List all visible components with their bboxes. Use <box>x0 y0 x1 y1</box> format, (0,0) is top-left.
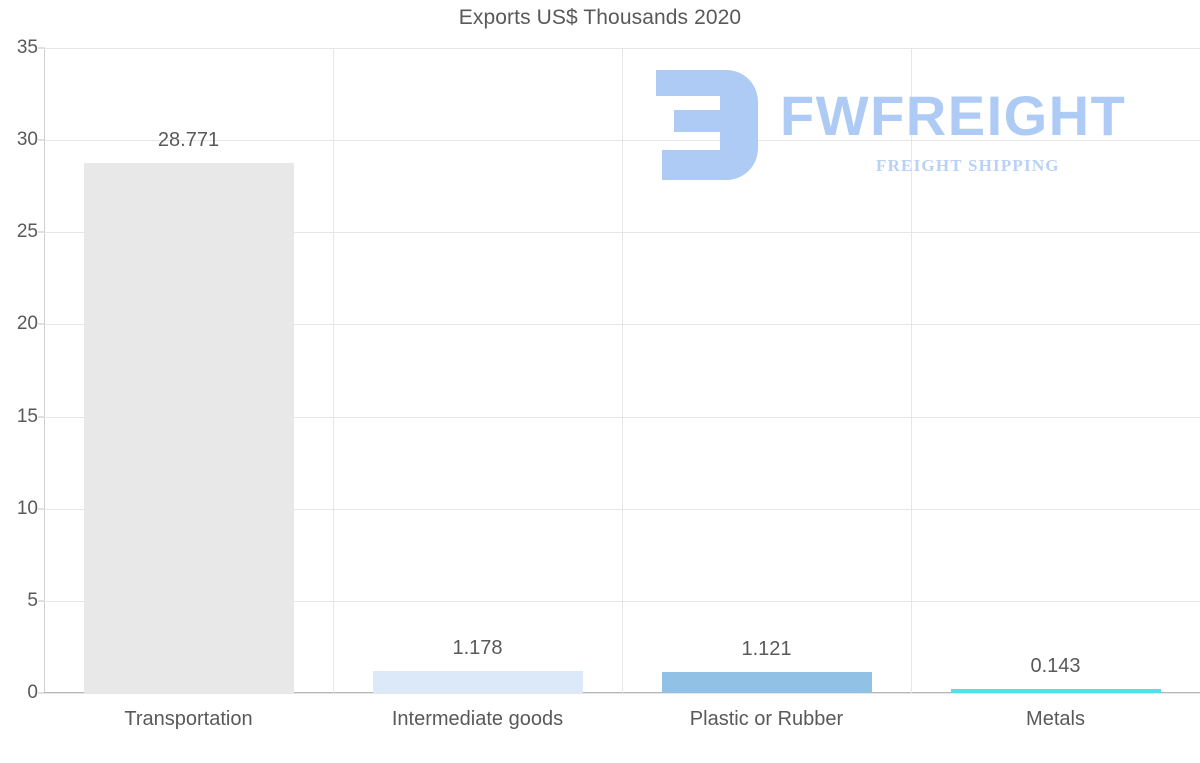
y-axis-tick-mark <box>38 600 45 602</box>
y-axis-tick-label: 20 <box>16 313 38 335</box>
bar-value-label: 28.771 <box>157 129 220 151</box>
y-axis-tick-mark <box>38 416 45 418</box>
bar-value-label: 1.121 <box>741 638 792 660</box>
bar[interactable] <box>662 672 872 693</box>
bar-value-label: 1.178 <box>452 637 503 659</box>
plot-area: 28.771 1.178 1.121 0.143 <box>44 48 1200 694</box>
y-axis-tick-mark <box>38 47 45 49</box>
y-axis-tick-label: 30 <box>16 129 38 151</box>
bar-value-label: 0.143 <box>1030 655 1081 677</box>
y-axis-tick-mark <box>38 323 45 325</box>
y-axis-line <box>44 48 45 693</box>
y-axis-tick-mark <box>38 231 45 233</box>
y-axis-tick-label: 25 <box>16 221 38 243</box>
gridline-vertical <box>622 48 623 693</box>
x-axis-tick-label: Intermediate goods <box>391 708 564 730</box>
x-axis-tick-label: Transportation <box>124 708 253 730</box>
y-axis-tick-label: 15 <box>16 405 38 427</box>
y-axis-tick-label: 0 <box>27 682 38 703</box>
gridline-vertical <box>911 48 912 693</box>
bar[interactable] <box>373 671 583 693</box>
y-axis-tick-label: 35 <box>16 37 38 58</box>
x-axis-tick-label: Metals <box>1026 708 1085 730</box>
x-axis-tick-label: Plastic or Rubber <box>689 708 844 730</box>
y-axis-tick-mark <box>38 139 45 141</box>
y-axis-tick-label: 10 <box>16 497 38 519</box>
gridline-horizontal <box>44 693 1200 694</box>
y-axis-tick-mark <box>38 508 45 510</box>
chart-title: Exports US$ Thousands 2020 <box>458 6 742 29</box>
y-axis: 0 5 10 15 20 25 30 35 <box>0 0 45 763</box>
gridline-vertical <box>333 48 334 693</box>
bar[interactable] <box>951 689 1161 693</box>
y-axis-tick-mark <box>38 692 45 694</box>
bar[interactable] <box>84 163 294 693</box>
y-axis-tick-label: 5 <box>27 589 38 611</box>
